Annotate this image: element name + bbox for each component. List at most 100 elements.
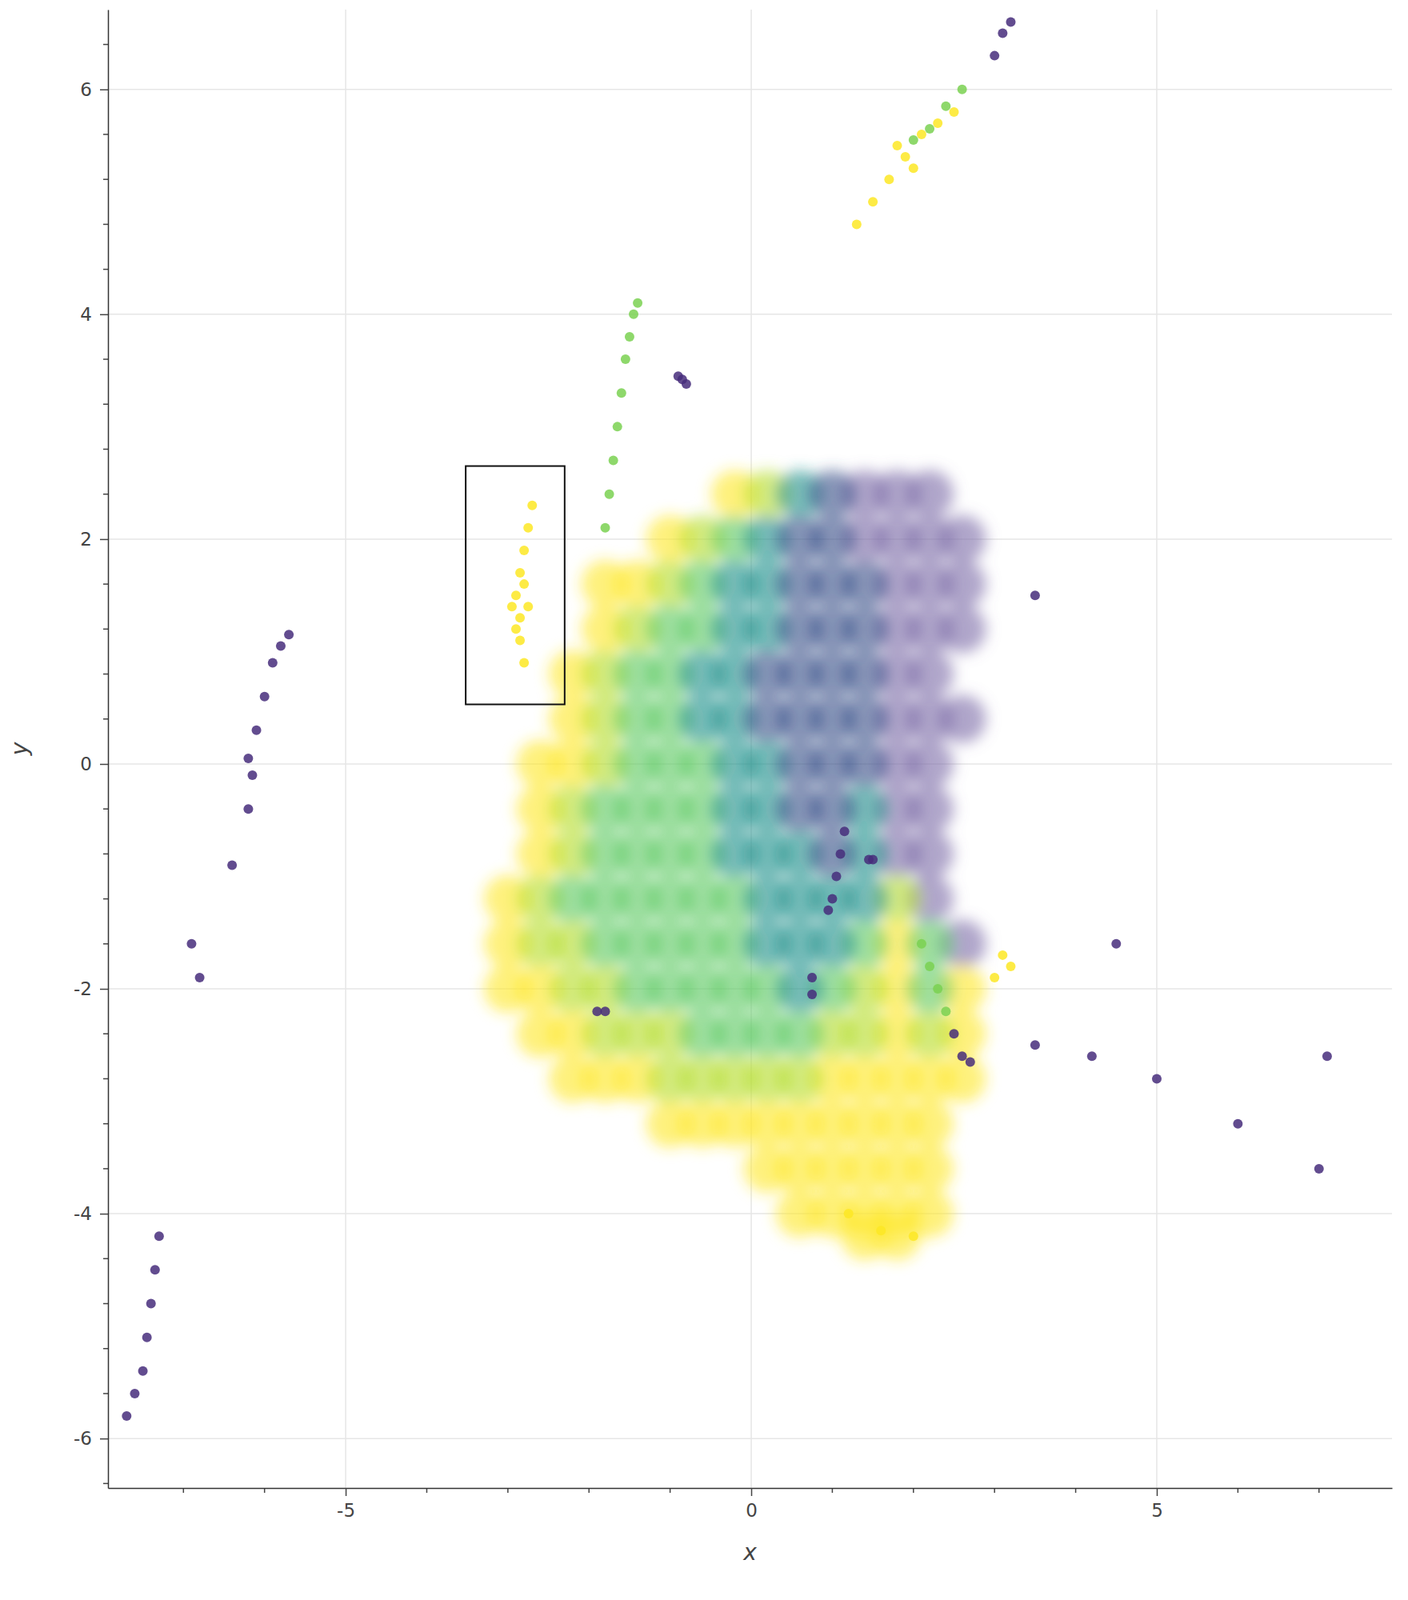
scatter-point [823, 905, 833, 916]
y-axis-tick-mark [100, 1438, 108, 1440]
x-axis-title: x [742, 1539, 757, 1566]
scatter-point [808, 784, 856, 833]
y-minor-tick [103, 178, 108, 180]
scatter-point [604, 489, 615, 500]
scatter-point [600, 1006, 611, 1016]
scatter-point [260, 692, 270, 702]
scatter-point [916, 939, 927, 949]
scatter-point [252, 725, 262, 736]
scatter-point [905, 964, 954, 1013]
scatter-point [908, 135, 919, 145]
x-axis-tick-mark [751, 1488, 753, 1496]
scatter-point [997, 28, 1008, 39]
scatter-point [997, 950, 1008, 960]
scatter-point [808, 920, 856, 968]
scatter-point [840, 650, 889, 699]
scatter-point [1322, 1051, 1332, 1061]
scatter-point [523, 601, 533, 612]
y-axis-tick-mark [100, 988, 108, 991]
scatter-point [511, 624, 521, 634]
y-minor-tick [103, 44, 108, 46]
scatter-point [905, 1100, 954, 1148]
y-minor-tick [103, 1392, 108, 1395]
chart-svg: -505-6-4-20246xy [0, 0, 1408, 1600]
scatter-point [932, 984, 943, 994]
plot-area [121, 16, 1332, 1421]
scatter-point [519, 579, 529, 589]
y-axis-tick-mark [100, 764, 108, 766]
x-axis: -505 [108, 1488, 1393, 1521]
x-grid-line [1156, 9, 1158, 1488]
scatter-point [1314, 1164, 1324, 1174]
series [121, 16, 1332, 1421]
y-axis-tick: 0 [80, 753, 108, 775]
y-minor-tick [103, 404, 108, 406]
y-axis-tick: 2 [80, 528, 108, 550]
scatter-point [150, 1264, 160, 1275]
scatter-point [138, 1366, 148, 1376]
x-axis-tick: 5 [1151, 1488, 1164, 1521]
y-grid-line [108, 313, 1392, 316]
scatter-point [624, 332, 635, 342]
scatter-point [948, 1028, 959, 1039]
scatter-point [840, 826, 850, 836]
scatter-point [938, 604, 987, 653]
y-minor-tick [103, 1123, 108, 1125]
scatter-point [965, 1056, 976, 1067]
scatter-point [905, 829, 954, 878]
y-axis-tick-label: -4 [73, 1203, 92, 1224]
scatter-point [827, 894, 837, 904]
y-minor-tick [103, 1168, 108, 1170]
y-minor-tick [103, 1032, 108, 1035]
scatter-point [527, 500, 537, 511]
y-minor-tick [103, 808, 108, 810]
scatter-point [1087, 1051, 1097, 1061]
scatter-point [146, 1299, 156, 1309]
y-axis-title: y [6, 741, 33, 756]
scatter-point [511, 590, 521, 600]
scatter-point [523, 523, 533, 533]
scatter-point [776, 1009, 824, 1058]
chart-root: -505-6-4-20246xy [0, 0, 1408, 1600]
scatter-point [515, 635, 525, 645]
grid [108, 9, 1392, 1488]
scatter-point [905, 784, 954, 833]
scatter-point [620, 354, 631, 364]
scatter-point [908, 163, 919, 173]
y-axis-tick: -6 [73, 1428, 108, 1449]
scatter-point [1152, 1073, 1162, 1084]
scatter-point [924, 961, 935, 972]
scatter-point [268, 657, 278, 668]
density-layer [484, 470, 987, 1261]
scatter-point [840, 875, 889, 924]
scatter-point [831, 872, 841, 882]
y-minor-tick [103, 1348, 108, 1350]
scatter-point [129, 1388, 140, 1399]
scatter-point [884, 174, 894, 184]
y-axis-tick-label: -6 [73, 1428, 92, 1449]
scatter-point [807, 972, 817, 983]
scatter-point [948, 107, 959, 117]
scatter-point [681, 379, 692, 389]
scatter-point [243, 804, 253, 814]
y-axis-tick: 6 [80, 79, 108, 100]
series [507, 107, 1016, 1241]
x-axis-line [108, 1488, 1393, 1490]
scatter-point [938, 1054, 987, 1103]
scatter-point [515, 568, 525, 578]
scatter-point [195, 972, 205, 983]
selection-box [465, 466, 565, 705]
y-axis-tick-label: 4 [80, 304, 92, 325]
x-axis-tick-label: 0 [745, 1500, 758, 1521]
y-axis-tick-mark [100, 539, 108, 541]
y-axis-tick-label: 0 [80, 753, 92, 775]
y-minor-tick [103, 1078, 108, 1080]
scatter-point [852, 219, 862, 229]
scatter-point [924, 124, 935, 134]
scatter-point [840, 740, 889, 788]
series [840, 470, 987, 968]
scatter-point [873, 1212, 922, 1260]
x-axis-tick-mark [345, 1488, 348, 1496]
series [516, 470, 954, 1104]
scatter-point [612, 421, 623, 432]
